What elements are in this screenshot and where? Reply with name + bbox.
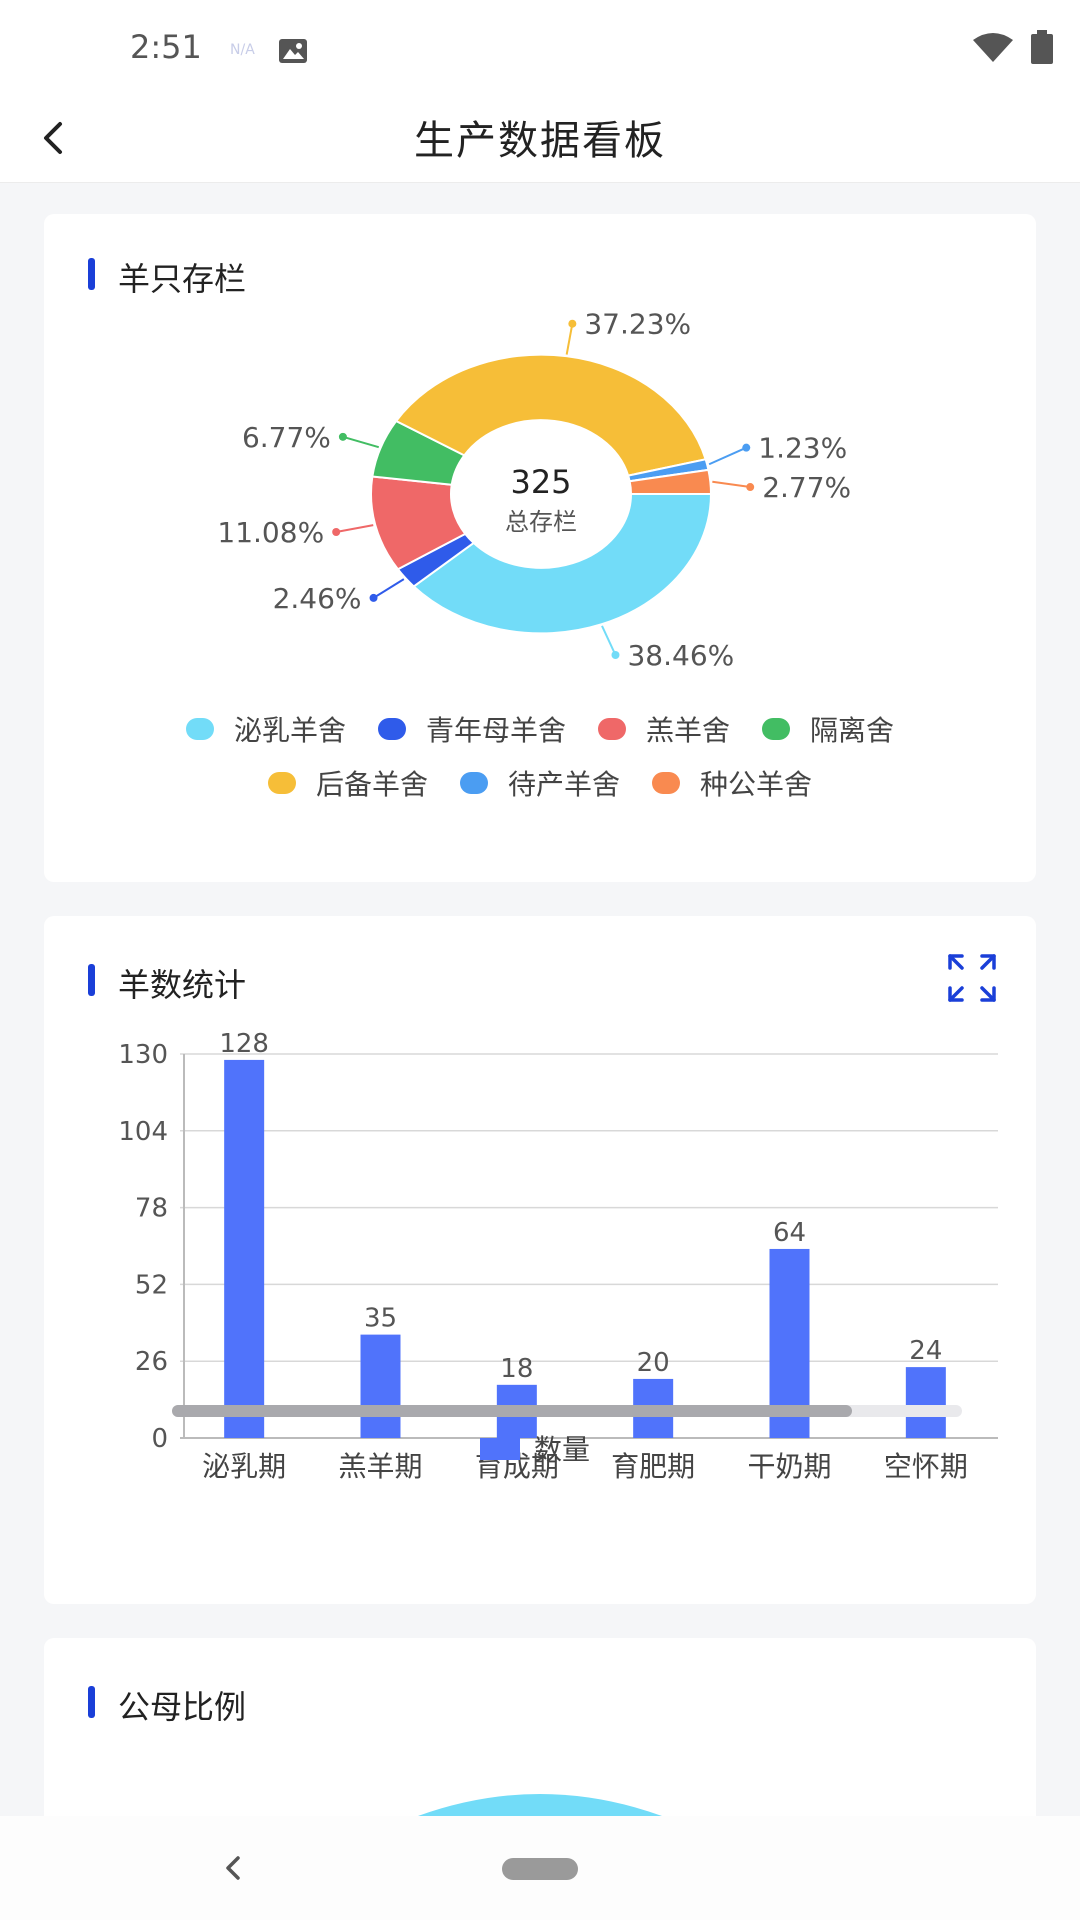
donut-leader-dot (742, 443, 751, 452)
legend-row: 后备羊舍 待产羊舍 种公羊舍 (44, 758, 1036, 812)
nav-back-icon[interactable] (218, 1848, 248, 1888)
count-card: 羊数统计 0 26 52 78 104 130 128 泌乳期 35 羔羊期 18 育成期 20 育肥期… (44, 916, 1036, 1604)
status-na-label: N/A (230, 42, 255, 58)
legend-dot (377, 718, 406, 740)
x-tick-label: 羔羊期 (338, 1450, 422, 1483)
count-card-title: 羊数统计 (118, 966, 247, 1004)
title-accent-bar (88, 258, 95, 290)
card-title: 羊数统计 (88, 960, 246, 1006)
legend-label: 种公羊舍 (700, 768, 813, 801)
page-title: 生产数据看板 (414, 118, 666, 164)
card-title: 公母比例 (88, 1682, 246, 1728)
legend-label: 羔羊舍 (646, 714, 731, 747)
legend-label: 后备羊舍 (315, 768, 428, 801)
legend-dot (267, 772, 296, 794)
legend-item[interactable]: 种公羊舍 (652, 758, 812, 812)
nav-home-pill[interactable] (502, 1858, 578, 1880)
ratio-card-title: 公母比例 (118, 1688, 247, 1726)
x-tick-label: 育肥期 (611, 1450, 695, 1483)
donut-leader-dot (746, 483, 755, 492)
stock-legend: 泌乳羊舍 青年母羊舍 羔羊舍 隔离舍后备羊舍 待产羊舍 种公羊舍 (44, 704, 1036, 812)
battery-icon (1031, 30, 1053, 64)
legend-dot (652, 772, 680, 794)
app-header: 生产数据看板 (0, 100, 1080, 183)
x-tick-label: 干奶期 (747, 1450, 831, 1483)
bar[interactable] (905, 1367, 946, 1438)
legend-item[interactable]: 泌乳羊舍 (185, 704, 346, 758)
status-time: 2:51 (130, 28, 202, 66)
bar[interactable] (224, 1059, 265, 1438)
y-tick-label: 26 (135, 1347, 168, 1377)
donut-leader-dot (568, 319, 577, 328)
card-title: 羊只存栏 (88, 254, 246, 300)
donut-leader-line (712, 480, 751, 489)
legend-dot (762, 718, 791, 740)
donut-center-value: 325 (510, 463, 571, 501)
donut-percent-label: 6.77% (242, 421, 331, 454)
bar-value-label: 64 (773, 1218, 806, 1248)
legend-item[interactable]: 后备羊舍 (267, 758, 428, 812)
back-arrow-icon[interactable] (30, 108, 90, 168)
legend-dot (598, 718, 626, 740)
title-accent-bar (88, 964, 95, 996)
legend-label: 泌乳羊舍 (233, 714, 346, 747)
bar[interactable] (360, 1334, 401, 1438)
wifi-icon (973, 33, 1013, 62)
y-tick-label: 0 (151, 1424, 168, 1454)
chart-scrollbar-thumb[interactable] (172, 1405, 852, 1417)
bar-legend-label: 数量 (534, 1433, 590, 1466)
bar-value-label: 24 (909, 1336, 942, 1366)
donut-leader-dot (338, 432, 347, 441)
donut-percent-label: 11.08% (217, 516, 324, 549)
donut-leader-dot (332, 527, 341, 536)
donut-center-label: 总存栏 (505, 508, 577, 536)
x-tick-label: 空怀期 (884, 1450, 968, 1483)
bar-value-label: 128 (219, 1029, 269, 1059)
bar-value-label: 18 (500, 1354, 533, 1384)
donut-leader-line (335, 524, 374, 533)
legend-dot (185, 718, 214, 740)
legend-dot (459, 772, 488, 794)
image-icon (279, 39, 307, 63)
legend-label: 隔离舍 (810, 714, 895, 747)
legend-label: 青年母羊舍 (425, 714, 566, 747)
donut-leader-line (601, 625, 617, 656)
y-tick-label: 52 (135, 1270, 168, 1300)
legend-item[interactable]: 青年母羊舍 (377, 704, 566, 758)
donut-leader-line (565, 323, 574, 355)
donut-percent-label: 1.23% (758, 432, 847, 465)
legend-label: 待产羊舍 (507, 768, 620, 801)
stock-card: 羊只存栏 38.46% 2.46% 11.08% 6.77% 37.23% 1.23% 2.… (44, 214, 1036, 882)
y-tick-label: 78 (135, 1194, 168, 1224)
donut-percent-label: 38.46% (627, 639, 734, 672)
donut-leader-line (373, 578, 405, 599)
system-nav-bar (0, 1816, 1080, 1920)
donut-leader-dot (611, 651, 620, 660)
donut-slice[interactable] (628, 468, 713, 495)
donut-slice[interactable] (412, 493, 713, 635)
legend-row: 泌乳羊舍 青年母羊舍 羔羊舍 隔离舍 (44, 704, 1036, 758)
bar-legend-swatch (480, 1438, 520, 1460)
x-tick-label: 泌乳期 (202, 1450, 286, 1483)
donut-leader-line (708, 446, 747, 466)
donut-percent-label: 2.46% (273, 582, 362, 615)
donut-percent-label: 37.23% (584, 308, 691, 341)
y-tick-label: 104 (118, 1117, 168, 1147)
legend-item[interactable]: 隔离舍 (762, 704, 894, 758)
stock-card-title: 羊只存栏 (118, 260, 247, 298)
expand-icon[interactable] (946, 952, 998, 1004)
donut-leader-line (342, 435, 380, 449)
y-tick-label: 130 (118, 1040, 168, 1070)
status-bar: 2:51 N/A (0, 0, 1080, 100)
title-accent-bar (88, 1686, 95, 1718)
bar-value-label: 20 (637, 1348, 670, 1378)
donut-slice[interactable] (394, 353, 707, 477)
bar-value-label: 35 (364, 1304, 397, 1334)
legend-item[interactable]: 待产羊舍 (459, 758, 620, 812)
donut-percent-label: 2.77% (762, 471, 851, 504)
donut-leader-dot (369, 593, 378, 602)
legend-item[interactable]: 羔羊舍 (598, 704, 730, 758)
stock-donut-chart: 38.46% 2.46% 11.08% 6.77% 37.23% 1.23% 2.77% 3… (217, 308, 851, 672)
